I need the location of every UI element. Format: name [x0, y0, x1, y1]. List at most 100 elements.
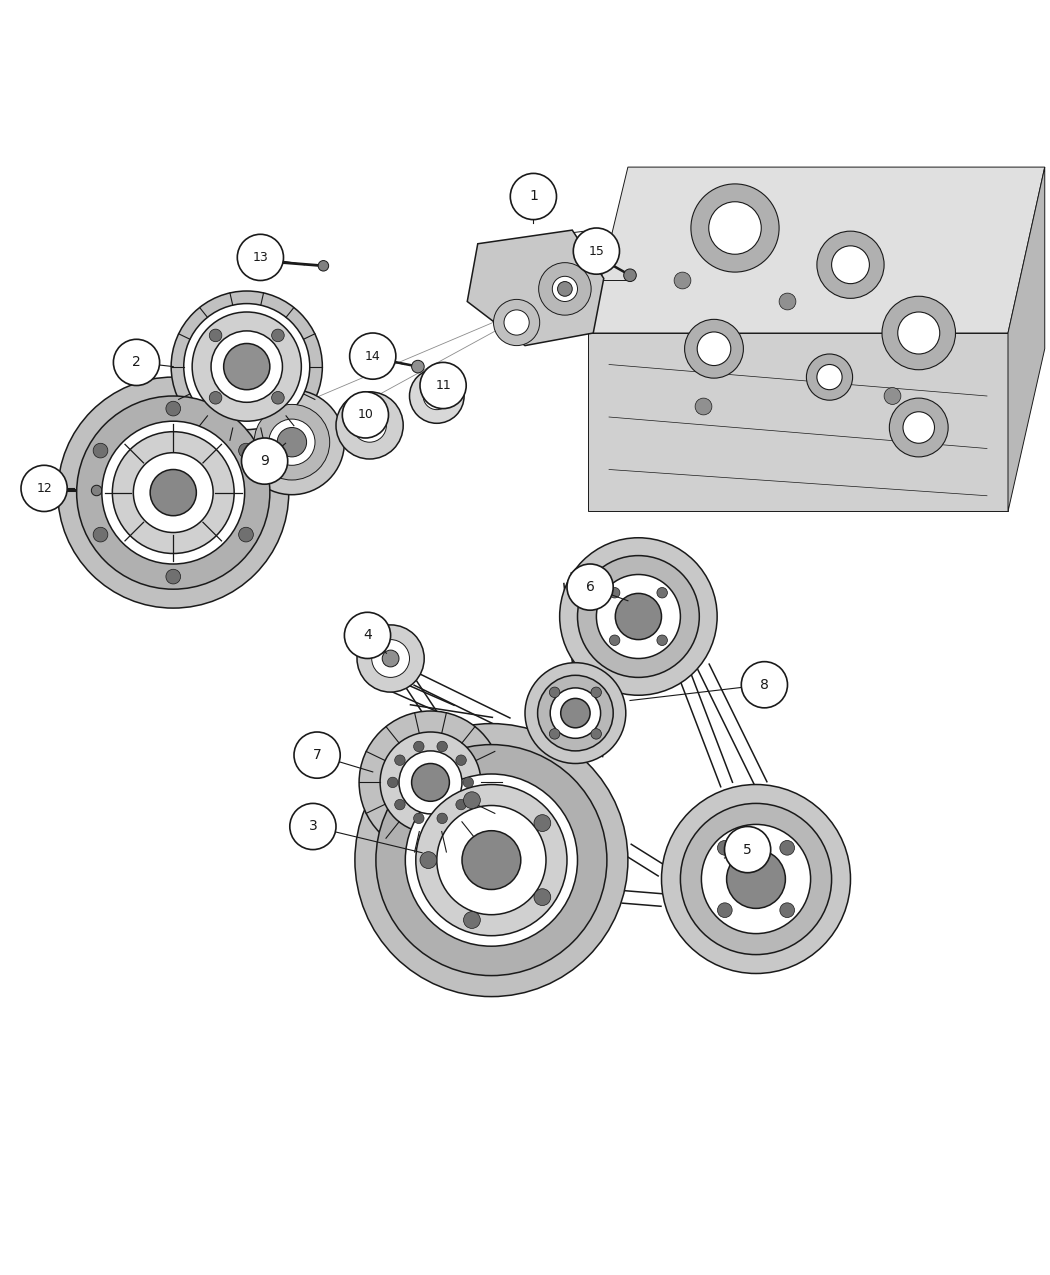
- Circle shape: [494, 300, 540, 346]
- Circle shape: [344, 612, 391, 658]
- Circle shape: [567, 564, 613, 611]
- Circle shape: [238, 528, 253, 542]
- Circle shape: [534, 815, 551, 831]
- Circle shape: [209, 391, 222, 404]
- Text: 13: 13: [252, 251, 269, 264]
- Circle shape: [395, 799, 405, 810]
- Circle shape: [239, 390, 344, 495]
- Circle shape: [437, 806, 546, 914]
- Circle shape: [423, 382, 450, 409]
- Circle shape: [382, 650, 399, 667]
- Text: 12: 12: [36, 482, 52, 495]
- Circle shape: [884, 388, 901, 404]
- Circle shape: [463, 778, 474, 788]
- Circle shape: [550, 688, 601, 738]
- Circle shape: [272, 329, 285, 342]
- Circle shape: [709, 201, 761, 254]
- Circle shape: [674, 272, 691, 289]
- Circle shape: [510, 173, 556, 219]
- Circle shape: [549, 728, 560, 740]
- Text: 4: 4: [363, 629, 372, 643]
- Circle shape: [184, 303, 310, 430]
- Text: 14: 14: [365, 349, 380, 362]
- Circle shape: [414, 813, 424, 824]
- Circle shape: [420, 852, 437, 868]
- Circle shape: [717, 903, 732, 918]
- Circle shape: [561, 699, 590, 728]
- Circle shape: [437, 813, 447, 824]
- Circle shape: [272, 391, 285, 404]
- Circle shape: [882, 296, 956, 370]
- Circle shape: [898, 312, 940, 354]
- Text: 8: 8: [760, 678, 769, 692]
- Circle shape: [456, 799, 466, 810]
- Text: 11: 11: [435, 379, 452, 391]
- Circle shape: [552, 277, 578, 301]
- Circle shape: [376, 745, 607, 975]
- Text: 9: 9: [260, 454, 269, 468]
- Circle shape: [817, 365, 842, 390]
- Circle shape: [355, 724, 628, 997]
- Circle shape: [420, 362, 466, 408]
- Circle shape: [504, 310, 529, 335]
- Circle shape: [578, 556, 699, 677]
- Polygon shape: [588, 167, 1045, 333]
- Polygon shape: [588, 333, 1008, 511]
- Text: 5: 5: [743, 843, 752, 857]
- Text: 15: 15: [588, 245, 605, 258]
- Circle shape: [350, 333, 396, 379]
- Text: 7: 7: [313, 748, 321, 762]
- Circle shape: [456, 755, 466, 765]
- Circle shape: [242, 439, 288, 484]
- Circle shape: [102, 421, 245, 564]
- Text: 3: 3: [309, 820, 317, 834]
- Circle shape: [697, 332, 731, 366]
- Circle shape: [412, 764, 449, 801]
- Circle shape: [727, 849, 785, 908]
- Circle shape: [353, 408, 386, 442]
- Circle shape: [691, 184, 779, 272]
- Circle shape: [380, 732, 481, 833]
- Circle shape: [416, 784, 567, 936]
- Circle shape: [573, 228, 620, 274]
- Circle shape: [192, 312, 301, 421]
- Circle shape: [254, 404, 330, 479]
- Circle shape: [539, 263, 591, 315]
- Circle shape: [294, 732, 340, 778]
- Text: 6: 6: [586, 580, 594, 594]
- Circle shape: [437, 741, 447, 752]
- Circle shape: [237, 235, 284, 280]
- Circle shape: [525, 663, 626, 764]
- Circle shape: [150, 469, 196, 515]
- Circle shape: [695, 398, 712, 414]
- Circle shape: [558, 282, 572, 296]
- Circle shape: [657, 588, 668, 598]
- Circle shape: [133, 453, 213, 533]
- Circle shape: [290, 803, 336, 849]
- Circle shape: [359, 711, 502, 854]
- Circle shape: [224, 343, 270, 390]
- Circle shape: [534, 889, 551, 905]
- Circle shape: [410, 368, 464, 423]
- Circle shape: [779, 293, 796, 310]
- Circle shape: [780, 903, 795, 918]
- Circle shape: [91, 486, 102, 496]
- Circle shape: [211, 332, 282, 403]
- Circle shape: [336, 391, 403, 459]
- Circle shape: [414, 741, 424, 752]
- Circle shape: [395, 755, 405, 765]
- Circle shape: [429, 389, 444, 403]
- Circle shape: [387, 778, 398, 788]
- Circle shape: [463, 912, 480, 928]
- Circle shape: [318, 260, 329, 272]
- Circle shape: [832, 246, 869, 283]
- Circle shape: [112, 432, 234, 553]
- Circle shape: [591, 728, 602, 740]
- Circle shape: [538, 676, 613, 751]
- Circle shape: [609, 588, 620, 598]
- Circle shape: [405, 774, 578, 946]
- Circle shape: [624, 269, 636, 282]
- Circle shape: [238, 444, 253, 458]
- Circle shape: [342, 391, 388, 439]
- Circle shape: [615, 593, 662, 640]
